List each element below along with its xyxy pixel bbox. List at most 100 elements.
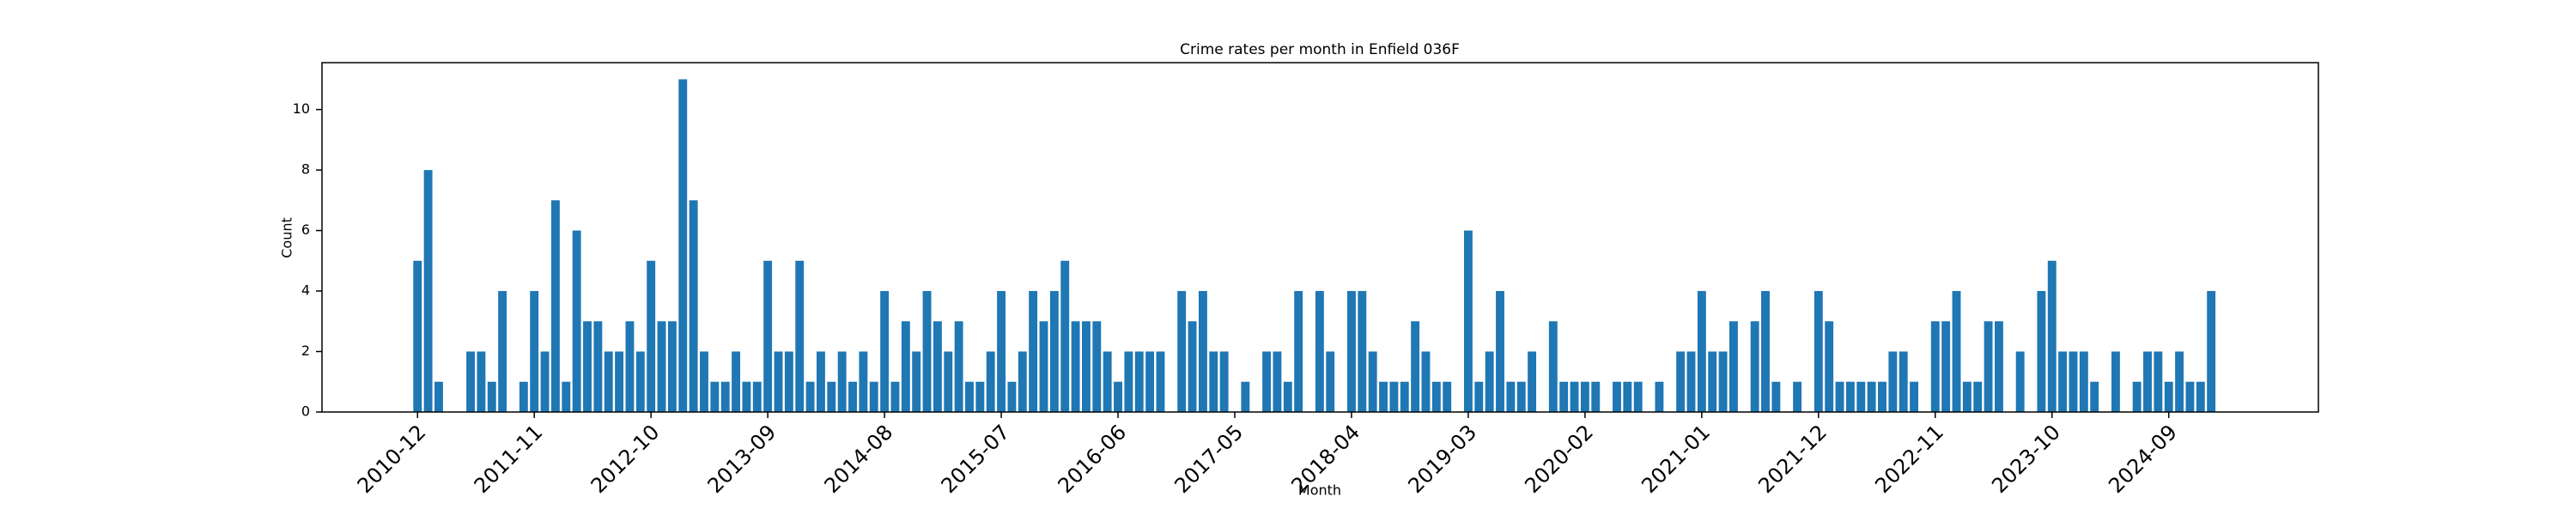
bar: [1591, 381, 1601, 412]
x-tick-label: 2012-10: [586, 420, 665, 498]
bar: [752, 381, 762, 412]
bar: [1559, 381, 1569, 412]
bar: [944, 351, 953, 412]
bar: [1973, 381, 1983, 412]
y-tick-label: 0: [301, 403, 310, 420]
bar: [827, 381, 836, 412]
x-tick-label: 2019-03: [1403, 420, 1481, 498]
bar: [1623, 381, 1632, 412]
x-tick-label: 2015-07: [937, 420, 1015, 498]
bar: [1411, 321, 1420, 412]
bar: [1431, 381, 1441, 412]
bar: [2196, 381, 2205, 412]
bar: [869, 381, 878, 412]
bar: [1910, 381, 1919, 412]
bar: [1655, 381, 1664, 412]
bar: [720, 381, 730, 412]
bar: [689, 200, 698, 412]
bar: [1379, 381, 1388, 412]
bar: [1984, 321, 1993, 412]
y-tick-label: 8: [301, 161, 310, 178]
bar: [1389, 381, 1399, 412]
y-tick-label: 2: [301, 342, 310, 359]
bar: [805, 381, 815, 412]
bar: [2207, 291, 2216, 412]
bar: [1952, 291, 1961, 412]
bar: [540, 351, 550, 412]
bar: [1188, 321, 1197, 412]
bar: [1082, 321, 1091, 412]
bar: [922, 291, 932, 412]
x-tick-label: 2020-02: [1520, 420, 1598, 498]
y-tick-label: 10: [293, 100, 310, 117]
bar: [1283, 381, 1292, 412]
bar: [1686, 351, 1696, 412]
bar: [434, 381, 443, 412]
bar: [2111, 351, 2120, 412]
x-tick-label: 2023-10: [1987, 420, 2065, 498]
bar: [1326, 351, 1335, 412]
bar: [700, 351, 708, 412]
bar: [1092, 321, 1102, 412]
x-axis-label: Month: [1298, 482, 1341, 499]
bar: [1145, 351, 1155, 412]
bar: [774, 351, 783, 412]
bar: [1548, 321, 1558, 412]
bar: [1888, 351, 1898, 412]
bar: [1114, 381, 1122, 412]
bar: [1262, 351, 1272, 412]
bar: [593, 321, 603, 412]
x-tick-label: 2021-12: [1753, 420, 1832, 498]
bar: [2143, 351, 2152, 412]
x-tick-label: 2013-09: [703, 420, 781, 498]
bar: [784, 351, 793, 412]
bar: [954, 321, 963, 412]
bar: [1771, 381, 1781, 412]
bar: [710, 381, 720, 412]
bar: [1570, 381, 1579, 412]
bar: [1443, 381, 1452, 412]
x-tick-label: 2014-08: [820, 420, 898, 498]
bar: [1825, 321, 1834, 412]
x-tick-label: 2021-01: [1637, 420, 1715, 498]
bar: [975, 381, 985, 412]
bar: [487, 381, 496, 412]
bar: [1421, 351, 1431, 412]
x-tick-label: 2016-06: [1054, 420, 1132, 498]
y-axis-label: Count: [279, 217, 295, 258]
bar: [933, 321, 942, 412]
bar: [1463, 230, 1473, 412]
bar: [837, 351, 847, 412]
bar: [1060, 260, 1070, 412]
bar: [2090, 381, 2099, 412]
bar: [2037, 291, 2046, 412]
bar: [1018, 351, 1027, 412]
y-tick-label: 4: [301, 282, 310, 299]
bar: [635, 351, 645, 412]
bar: [2185, 381, 2195, 412]
bar: [2047, 260, 2057, 412]
bar: [1029, 291, 1038, 412]
bar: [2164, 381, 2173, 412]
bar: [625, 321, 635, 412]
bar: [1485, 351, 1494, 412]
bar: [2132, 381, 2142, 412]
bar: [1728, 321, 1738, 412]
bar: [1209, 351, 1218, 412]
bar: [1941, 321, 1951, 412]
bar: [657, 321, 666, 412]
bar: [1845, 381, 1855, 412]
bar: [1516, 381, 1526, 412]
x-tick-label: 2022-11: [1870, 420, 1948, 498]
bar: [1219, 351, 1229, 412]
bar: [732, 351, 741, 412]
bar: [1962, 381, 1971, 412]
bar: [2175, 351, 2184, 412]
bar: [2058, 351, 2068, 412]
bar: [2079, 351, 2088, 412]
bar: [997, 291, 1006, 412]
bar: [519, 381, 528, 412]
bar: [1878, 381, 1886, 412]
bar: [1708, 351, 1717, 412]
